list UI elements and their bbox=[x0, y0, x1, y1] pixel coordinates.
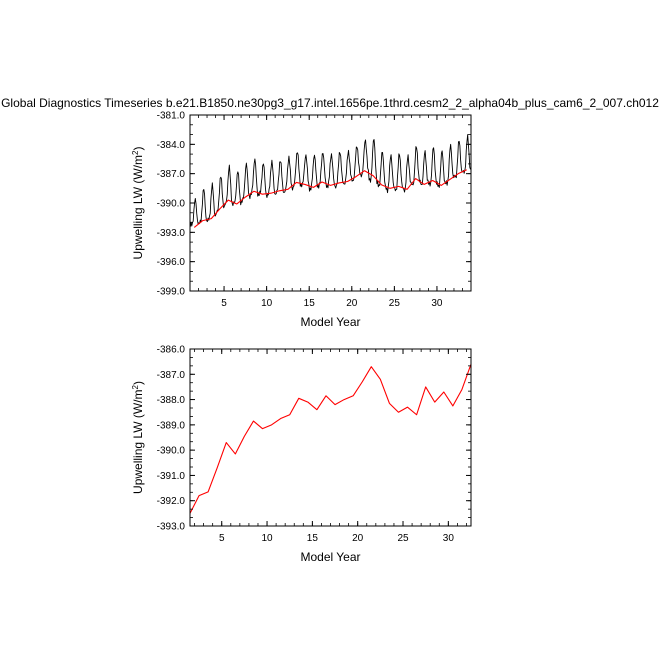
y-tick-label: -388.0 bbox=[157, 395, 186, 406]
x-tick-label: 10 bbox=[261, 533, 273, 544]
y-axis-title: Upwelling LW (W/m2) bbox=[131, 381, 146, 494]
x-tick-label: 20 bbox=[352, 533, 364, 544]
y-tick-label: -399.0 bbox=[157, 287, 186, 298]
annual-series-line bbox=[190, 363, 471, 514]
x-tick-label: 15 bbox=[304, 298, 316, 309]
x-tick-label: 30 bbox=[431, 298, 443, 309]
x-tick-label: 15 bbox=[307, 533, 319, 544]
y-axis-title: Upwelling LW (W/m2) bbox=[131, 147, 146, 260]
y-tick-label: -386.0 bbox=[157, 345, 186, 356]
y-tick-label: -389.0 bbox=[157, 420, 186, 431]
x-tick-label: 20 bbox=[346, 298, 358, 309]
y-tick-label: -384.0 bbox=[157, 140, 186, 151]
series-group bbox=[190, 363, 471, 514]
top-panel: -399.0 -396.0 -393.0 -390.0 -387.0 -384.0 -381… bbox=[131, 111, 472, 329]
x-tick-label: 30 bbox=[443, 533, 455, 544]
x-tick-label: 5 bbox=[219, 533, 225, 544]
x-axis-title: Model Year bbox=[300, 315, 360, 329]
y-tick-label: -381.0 bbox=[157, 111, 186, 122]
x-tick-label: 25 bbox=[397, 533, 409, 544]
figure-title: Global Diagnostics Timeseries b.e21.B185… bbox=[1, 96, 659, 110]
y-tick-label: -393.0 bbox=[157, 228, 186, 239]
y-tick-label: -387.0 bbox=[157, 370, 186, 381]
y-tick-label: -390.0 bbox=[157, 446, 186, 457]
annual-series-line bbox=[193, 169, 467, 228]
x-tick-label: 25 bbox=[389, 298, 401, 309]
y-tick-label: -391.0 bbox=[157, 471, 186, 482]
plot-frame bbox=[189, 348, 472, 527]
y-tick-label: -396.0 bbox=[157, 257, 186, 268]
y-tick-label: -390.0 bbox=[157, 199, 186, 210]
x-tick-label: 10 bbox=[261, 298, 273, 309]
monthly-series-line bbox=[190, 134, 471, 227]
y-tick-label: -393.0 bbox=[157, 522, 186, 533]
x-tick-label: 5 bbox=[221, 298, 227, 309]
x-axis-title: Model Year bbox=[300, 550, 360, 564]
y-tick-label: -392.0 bbox=[157, 496, 186, 507]
y-tick-label: -387.0 bbox=[157, 169, 186, 180]
series-group bbox=[190, 134, 471, 228]
bottom-panel: -393.0 -392.0 -391.0 -390.0 -389.0 -388.0 -387… bbox=[131, 345, 472, 564]
